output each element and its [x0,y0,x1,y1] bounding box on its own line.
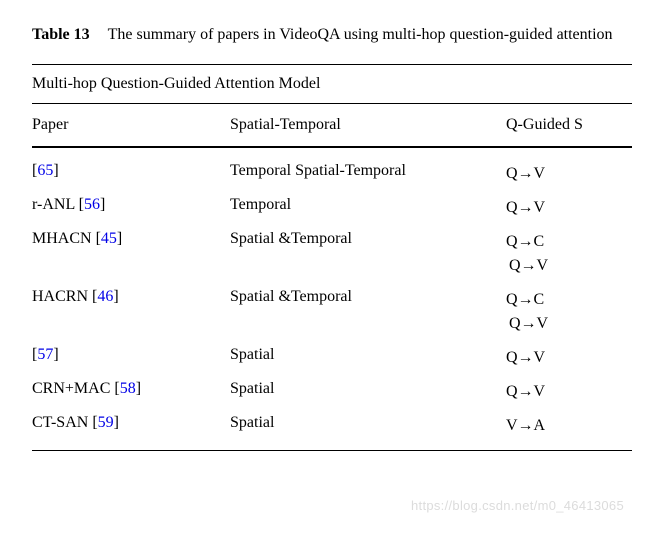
cell-spatial-temporal: Spatial [230,409,506,451]
caption-text: The summary of papers in VideoQA using m… [108,26,613,43]
watermark: https://blog.csdn.net/m0_46413065 [411,498,624,513]
citation-link[interactable]: 45 [101,230,117,247]
summary-table: Multi-hop Question-Guided Attention Mode… [32,64,632,451]
citation-link[interactable]: 57 [37,346,53,363]
cell-q-guided: Q→V [506,191,632,225]
cell-paper: CRN+MAC [58] [32,375,230,409]
cell-q-guided: Q→CQ→V [506,225,632,283]
cell-paper: MHACN [45] [32,225,230,283]
table-row: r-ANL [56]TemporalQ→V [32,191,632,225]
cell-q-guided: V→A [506,409,632,451]
table-row: [57]SpatialQ→V [32,341,632,375]
citation-link[interactable]: 65 [37,162,53,179]
cell-paper: [57] [32,341,230,375]
cell-paper: [65] [32,147,230,191]
cell-spatial-temporal: Spatial [230,375,506,409]
cell-q-guided: Q→V [506,341,632,375]
header-spatial-temporal: Spatial-Temporal [230,104,506,148]
cell-spatial-temporal: Temporal [230,191,506,225]
cell-q-guided: Q→CQ→V [506,283,632,341]
citation-link[interactable]: 59 [98,414,114,431]
section-title: Multi-hop Question-Guided Attention Mode… [32,65,632,104]
cell-spatial-temporal: Spatial [230,341,506,375]
cell-spatial-temporal: Spatial &Temporal [230,283,506,341]
citation-link[interactable]: 56 [84,196,100,213]
cell-paper: HACRN [46] [32,283,230,341]
citation-link[interactable]: 46 [97,288,113,305]
table-label: Table 13 [32,26,90,43]
table-caption: Table 13 The summary of papers in VideoQA… [32,24,632,46]
table-row: MHACN [45]Spatial &TemporalQ→CQ→V [32,225,632,283]
table-row: CRN+MAC [58]SpatialQ→V [32,375,632,409]
cell-q-guided: Q→V [506,147,632,191]
cell-spatial-temporal: Temporal Spatial-Temporal [230,147,506,191]
table-row: [65]Temporal Spatial-TemporalQ→V [32,147,632,191]
header-paper: Paper [32,104,230,148]
table-row: HACRN [46]Spatial &TemporalQ→CQ→V [32,283,632,341]
cell-paper: CT-SAN [59] [32,409,230,451]
header-q-guided: Q-Guided S [506,104,632,148]
cell-spatial-temporal: Spatial &Temporal [230,225,506,283]
cell-q-guided: Q→V [506,375,632,409]
citation-link[interactable]: 58 [120,380,136,397]
cell-paper: r-ANL [56] [32,191,230,225]
table-row: CT-SAN [59]SpatialV→A [32,409,632,451]
